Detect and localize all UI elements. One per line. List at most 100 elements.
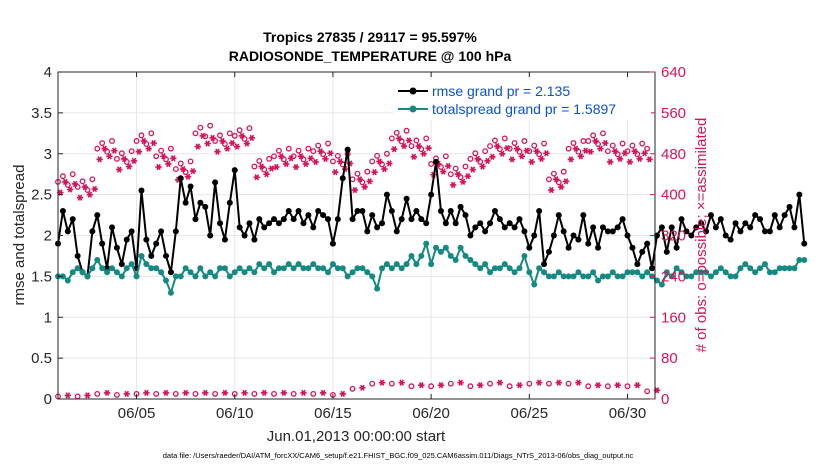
obs-possible-point [158,147,165,154]
series-1-point [433,244,440,251]
series-0-point [506,220,513,227]
y-right-tick-label-3: 240 [661,268,686,285]
obs-assimilated-point [302,160,310,168]
obs-bottom-possible-point [644,388,651,395]
obs-bottom-assimilated-point [300,389,307,397]
obs-bottom-assimilated-point [202,389,209,397]
series-0-point [359,207,366,214]
series-0-point [241,232,248,239]
obs-bottom-assimilated-point [516,382,523,389]
y-left-tick-label-2: 1 [44,309,52,326]
obs-assimilated-point [165,160,172,168]
series-1-point [663,269,670,276]
series-1-point [349,269,356,276]
obs-possible-point [167,145,174,152]
series-1-point [398,265,405,272]
y-left-tick-label-7: 3.5 [31,105,52,122]
series-1-point [339,265,346,272]
obs-possible-point [423,135,430,142]
obs-bottom-assimilated-point [182,389,189,397]
series-0-point [143,236,150,243]
series-1-point [531,281,538,288]
obs-possible-point [231,132,238,139]
obs-possible-point [334,152,341,159]
series-1-point [771,269,778,276]
obs-bottom-assimilated-point [280,389,288,397]
obs-bottom-possible-point [408,383,415,390]
series-0-point [207,232,214,239]
series-1-point [570,273,577,280]
obs-possible-point [369,158,376,165]
obs-possible-point [143,141,150,147]
obs-possible-point [221,141,228,147]
series-1-point [536,265,543,272]
series-0-point [722,232,729,239]
obs-possible-point [236,127,243,134]
series-0-point [624,232,631,239]
series-1-point [99,265,106,272]
series-0-point [59,207,66,214]
series-0-point [545,248,552,255]
obs-bottom-possible-point [349,385,356,392]
obs-possible-point [418,146,425,153]
series-0-point [786,203,793,210]
series-0-point [452,220,459,227]
series-0-point [163,252,170,259]
series-1-point [217,265,224,272]
x-tick-label-0: 06/05 [118,405,156,422]
series-0-point [541,261,548,268]
series-0-point [673,244,680,251]
series-0-point [771,212,778,219]
series-1-point [236,265,243,272]
series-1-point [644,269,651,276]
series-1-point [84,273,91,280]
obs-assimilated-point [459,178,467,186]
footnote: data file: /Users/raeder/DAI/ATM_forcXX/… [163,451,634,460]
series-1-point [320,265,327,272]
series-1-point [521,252,528,259]
series-0-point [64,228,71,235]
series-0-point [315,207,322,214]
series-1-point [212,273,219,280]
series-0-point [742,220,749,227]
x-tick-label-5: 06/30 [609,405,647,422]
obs-assimilated-point [567,156,575,163]
series-0-point [153,240,160,247]
series-1-point [693,269,700,276]
series-1-point [791,265,798,272]
obs-count-layer [55,122,661,400]
obs-possible-point [109,138,115,144]
series-1-point [138,252,145,259]
obs-assimilated-point [562,178,570,185]
obs-assimilated-point [641,150,648,157]
series-1-point [472,261,479,268]
series-0-point [148,252,155,259]
obs-assimilated-point [479,163,486,170]
series-0-point [531,232,538,239]
series-0-point [226,199,233,206]
series-1-point [182,265,189,272]
series-1-point [315,265,322,272]
obs-possible-point [320,151,327,158]
x-tick-label-3: 06/20 [412,405,450,422]
obs-possible-point [595,141,601,147]
series-0-point [74,252,81,259]
obs-assimilated-point [371,168,378,176]
obs-assimilated-point [597,145,604,152]
obs-assimilated-point [351,186,359,194]
obs-possible-point [246,125,253,132]
obs-bottom-possible-point [526,380,533,387]
series-1-point [609,269,616,276]
series-0-point [477,220,484,227]
series-1-point [580,273,587,280]
obs-bottom-possible-point [290,390,297,397]
series-0-point [128,228,135,235]
series-0-point [177,175,184,182]
series-1-point [354,265,361,272]
obs-possible-point [271,153,277,160]
series-1-point [678,269,685,276]
series-0-point [698,220,705,227]
series-0-point [472,224,479,231]
obs-assimilated-point [454,171,462,178]
obs-possible-point [487,143,493,150]
